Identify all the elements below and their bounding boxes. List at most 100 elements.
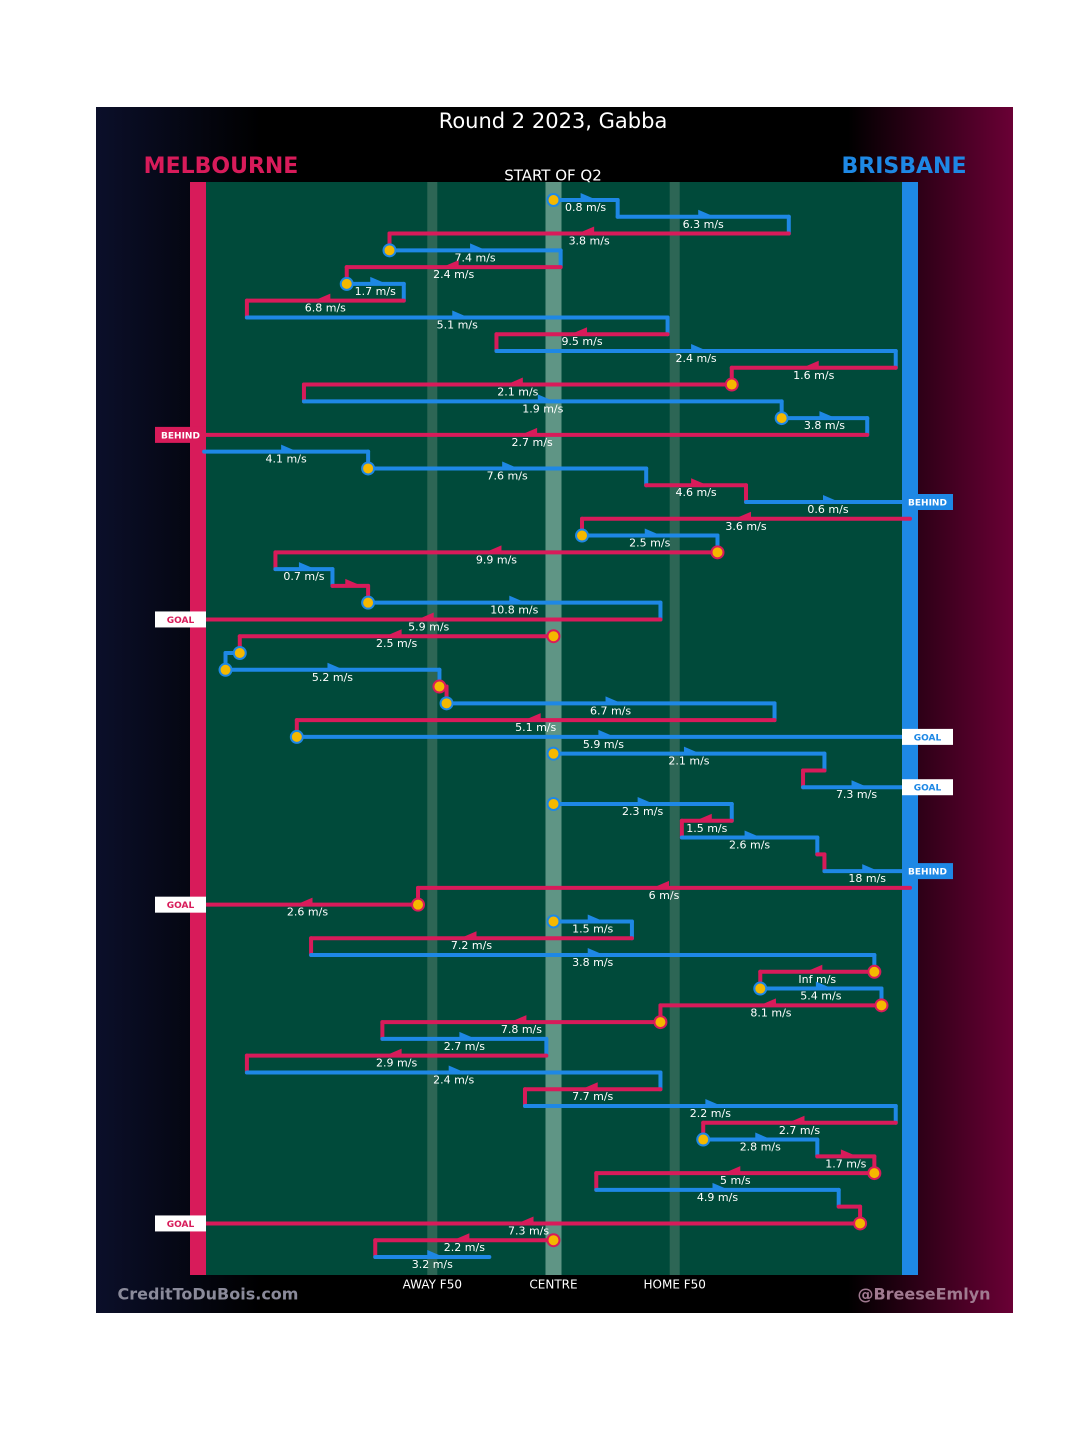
speed-label: 2.7 m/s xyxy=(779,1124,820,1137)
arrow xyxy=(819,411,834,420)
arrow xyxy=(644,528,659,537)
contest xyxy=(232,646,247,660)
speed-label: 2.2 m/s xyxy=(444,1241,485,1254)
speed-label: 0.6 m/s xyxy=(807,503,848,516)
arrow xyxy=(512,1015,527,1024)
arrow xyxy=(573,327,588,336)
speed-label: 2.4 m/s xyxy=(433,268,474,281)
subtitle: START OF Q2 xyxy=(504,167,602,185)
arrow xyxy=(387,1048,402,1057)
speed-label: Inf m/s xyxy=(798,973,836,986)
x-tick-label: HOME F50 xyxy=(644,1278,706,1292)
arrow xyxy=(462,931,477,940)
contest xyxy=(218,662,233,677)
result-label: BEHIND xyxy=(908,499,947,509)
speed-label: 7.7 m/s xyxy=(572,1090,613,1103)
arrow xyxy=(755,1132,770,1141)
arrow xyxy=(502,461,517,470)
field-stripes xyxy=(190,182,918,1275)
arrow xyxy=(387,629,402,638)
arrow xyxy=(452,310,467,319)
arrow xyxy=(823,495,838,503)
speed-label: 1.7 m/s xyxy=(355,285,396,298)
arrow xyxy=(444,260,459,269)
contest xyxy=(289,729,304,744)
credit: CreditToDuBois.com xyxy=(118,1285,299,1304)
arrow xyxy=(455,1233,470,1242)
speed-label: 1.9 m/s xyxy=(522,402,563,415)
possessions: 0.8 m/s 6.3 m/s 3.8 m/s 7.4 m/s 2.4 m/s 1.7 m… xyxy=(155,193,953,1271)
contest xyxy=(653,1015,668,1030)
speed-label: 5.1 m/s xyxy=(437,318,478,331)
arrow xyxy=(298,562,313,571)
speed-label: 2.1 m/s xyxy=(497,386,538,399)
chart-title: Round 2 2023, Gabba xyxy=(439,109,668,133)
speed-label: 9.5 m/s xyxy=(561,335,602,348)
contest xyxy=(361,461,376,476)
result-label: GOAL xyxy=(167,616,195,626)
arrow xyxy=(737,511,752,520)
contest xyxy=(874,998,889,1013)
contest xyxy=(546,914,561,929)
team-end xyxy=(902,182,918,1275)
speed-label: 5.4 m/s xyxy=(800,990,841,1003)
speed-label: 10.8 m/s xyxy=(490,604,538,617)
credit: @BreeseEmlyn xyxy=(857,1285,990,1304)
speed-label: 5.9 m/s xyxy=(583,738,624,751)
speed-label: 7.3 m/s xyxy=(508,1224,549,1237)
arrow xyxy=(419,612,434,621)
result-label: BEHIND xyxy=(161,431,200,441)
contest xyxy=(382,243,397,258)
speed-label: 7.2 m/s xyxy=(451,939,492,952)
contest xyxy=(546,1233,561,1248)
speed-label: 9.9 m/s xyxy=(476,553,517,566)
arrow xyxy=(691,344,706,352)
arrow xyxy=(862,864,877,873)
arrow xyxy=(508,377,523,386)
contest xyxy=(867,1166,882,1181)
arrow xyxy=(815,981,830,990)
speed-label: 3.8 m/s xyxy=(804,419,845,432)
result-box xyxy=(902,728,953,745)
arrow xyxy=(726,1166,741,1175)
speed-label: 3.8 m/s xyxy=(572,956,613,969)
arrow xyxy=(519,1216,534,1225)
speed-label: 0.7 m/s xyxy=(283,570,324,583)
speed-label: 4.1 m/s xyxy=(266,453,307,466)
speed-label: 6.8 m/s xyxy=(305,302,346,315)
contest xyxy=(546,797,561,811)
result-label: GOAL xyxy=(914,784,942,794)
contest xyxy=(774,411,789,426)
result-box xyxy=(155,426,206,443)
arrow xyxy=(698,209,713,218)
arrow xyxy=(448,1065,463,1074)
speed-label: 2.4 m/s xyxy=(676,352,717,365)
speed-label: 2.8 m/s xyxy=(740,1141,781,1154)
arrow xyxy=(790,1115,805,1124)
result-box xyxy=(155,1215,206,1232)
arrow xyxy=(580,193,595,201)
arrow xyxy=(345,578,360,587)
result-label: GOAL xyxy=(167,1220,195,1230)
speed-label: 4.9 m/s xyxy=(697,1191,738,1204)
speed-label: 2.2 m/s xyxy=(690,1107,731,1120)
speed-label: 7.6 m/s xyxy=(487,469,528,482)
arrow xyxy=(598,729,613,738)
contest xyxy=(411,897,426,912)
arrow xyxy=(804,360,819,369)
speed-label: 5.2 m/s xyxy=(312,671,353,684)
arrow xyxy=(427,1250,442,1258)
contest xyxy=(546,193,561,207)
team-end xyxy=(190,182,206,1275)
contest xyxy=(439,696,454,711)
result-box xyxy=(902,863,953,880)
contest xyxy=(710,545,725,560)
arrow xyxy=(470,243,485,252)
arrow xyxy=(316,293,331,302)
contest xyxy=(546,629,561,644)
speed-label: 4.6 m/s xyxy=(676,486,717,499)
contest xyxy=(853,1216,868,1231)
arrow xyxy=(587,948,602,956)
speed-label: 1.5 m/s xyxy=(572,922,613,935)
